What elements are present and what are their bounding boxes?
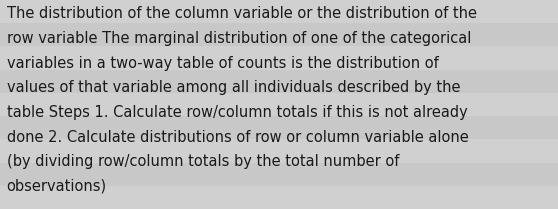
Text: done 2. Calculate distributions of row or column variable alone: done 2. Calculate distributions of row o… xyxy=(7,130,469,145)
Bar xyxy=(0,46,558,70)
Bar xyxy=(0,186,558,209)
Text: row variable The marginal distribution of one of the categorical: row variable The marginal distribution o… xyxy=(7,31,471,46)
Text: values of that variable among all individuals described by the: values of that variable among all indivi… xyxy=(7,80,460,95)
Text: table Steps 1. Calculate row/column totals if this is not already: table Steps 1. Calculate row/column tota… xyxy=(7,105,468,120)
Text: The distribution of the column variable or the distribution of the: The distribution of the column variable … xyxy=(7,6,477,21)
Bar xyxy=(0,93,558,116)
Text: (by dividing row/column totals by the total number of: (by dividing row/column totals by the to… xyxy=(7,154,399,169)
Bar xyxy=(0,116,558,139)
Bar xyxy=(0,70,558,93)
Text: variables in a two-way table of counts is the distribution of: variables in a two-way table of counts i… xyxy=(7,56,439,71)
Bar xyxy=(0,163,558,186)
Bar xyxy=(0,23,558,46)
Bar xyxy=(0,0,558,23)
Text: observations): observations) xyxy=(7,179,107,194)
Bar xyxy=(0,139,558,163)
